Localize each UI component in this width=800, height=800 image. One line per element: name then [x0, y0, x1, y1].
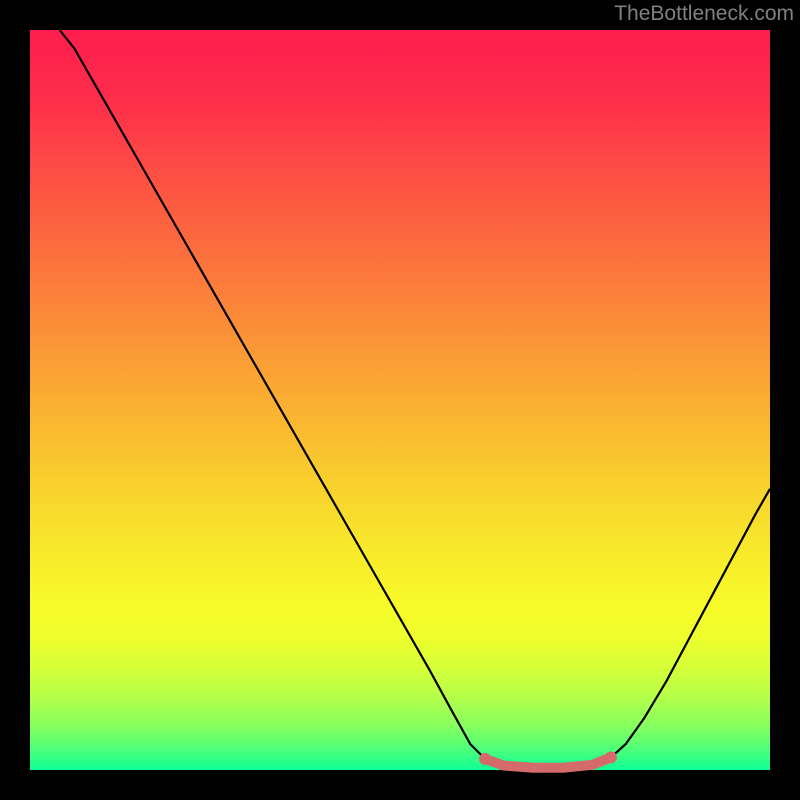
- optimal-range-dot-right: [605, 751, 617, 763]
- gradient-background: [30, 30, 770, 770]
- optimal-range-dot-left: [479, 753, 491, 765]
- chart-container: TheBottleneck.com: [0, 0, 800, 800]
- bottleneck-chart: [0, 0, 800, 800]
